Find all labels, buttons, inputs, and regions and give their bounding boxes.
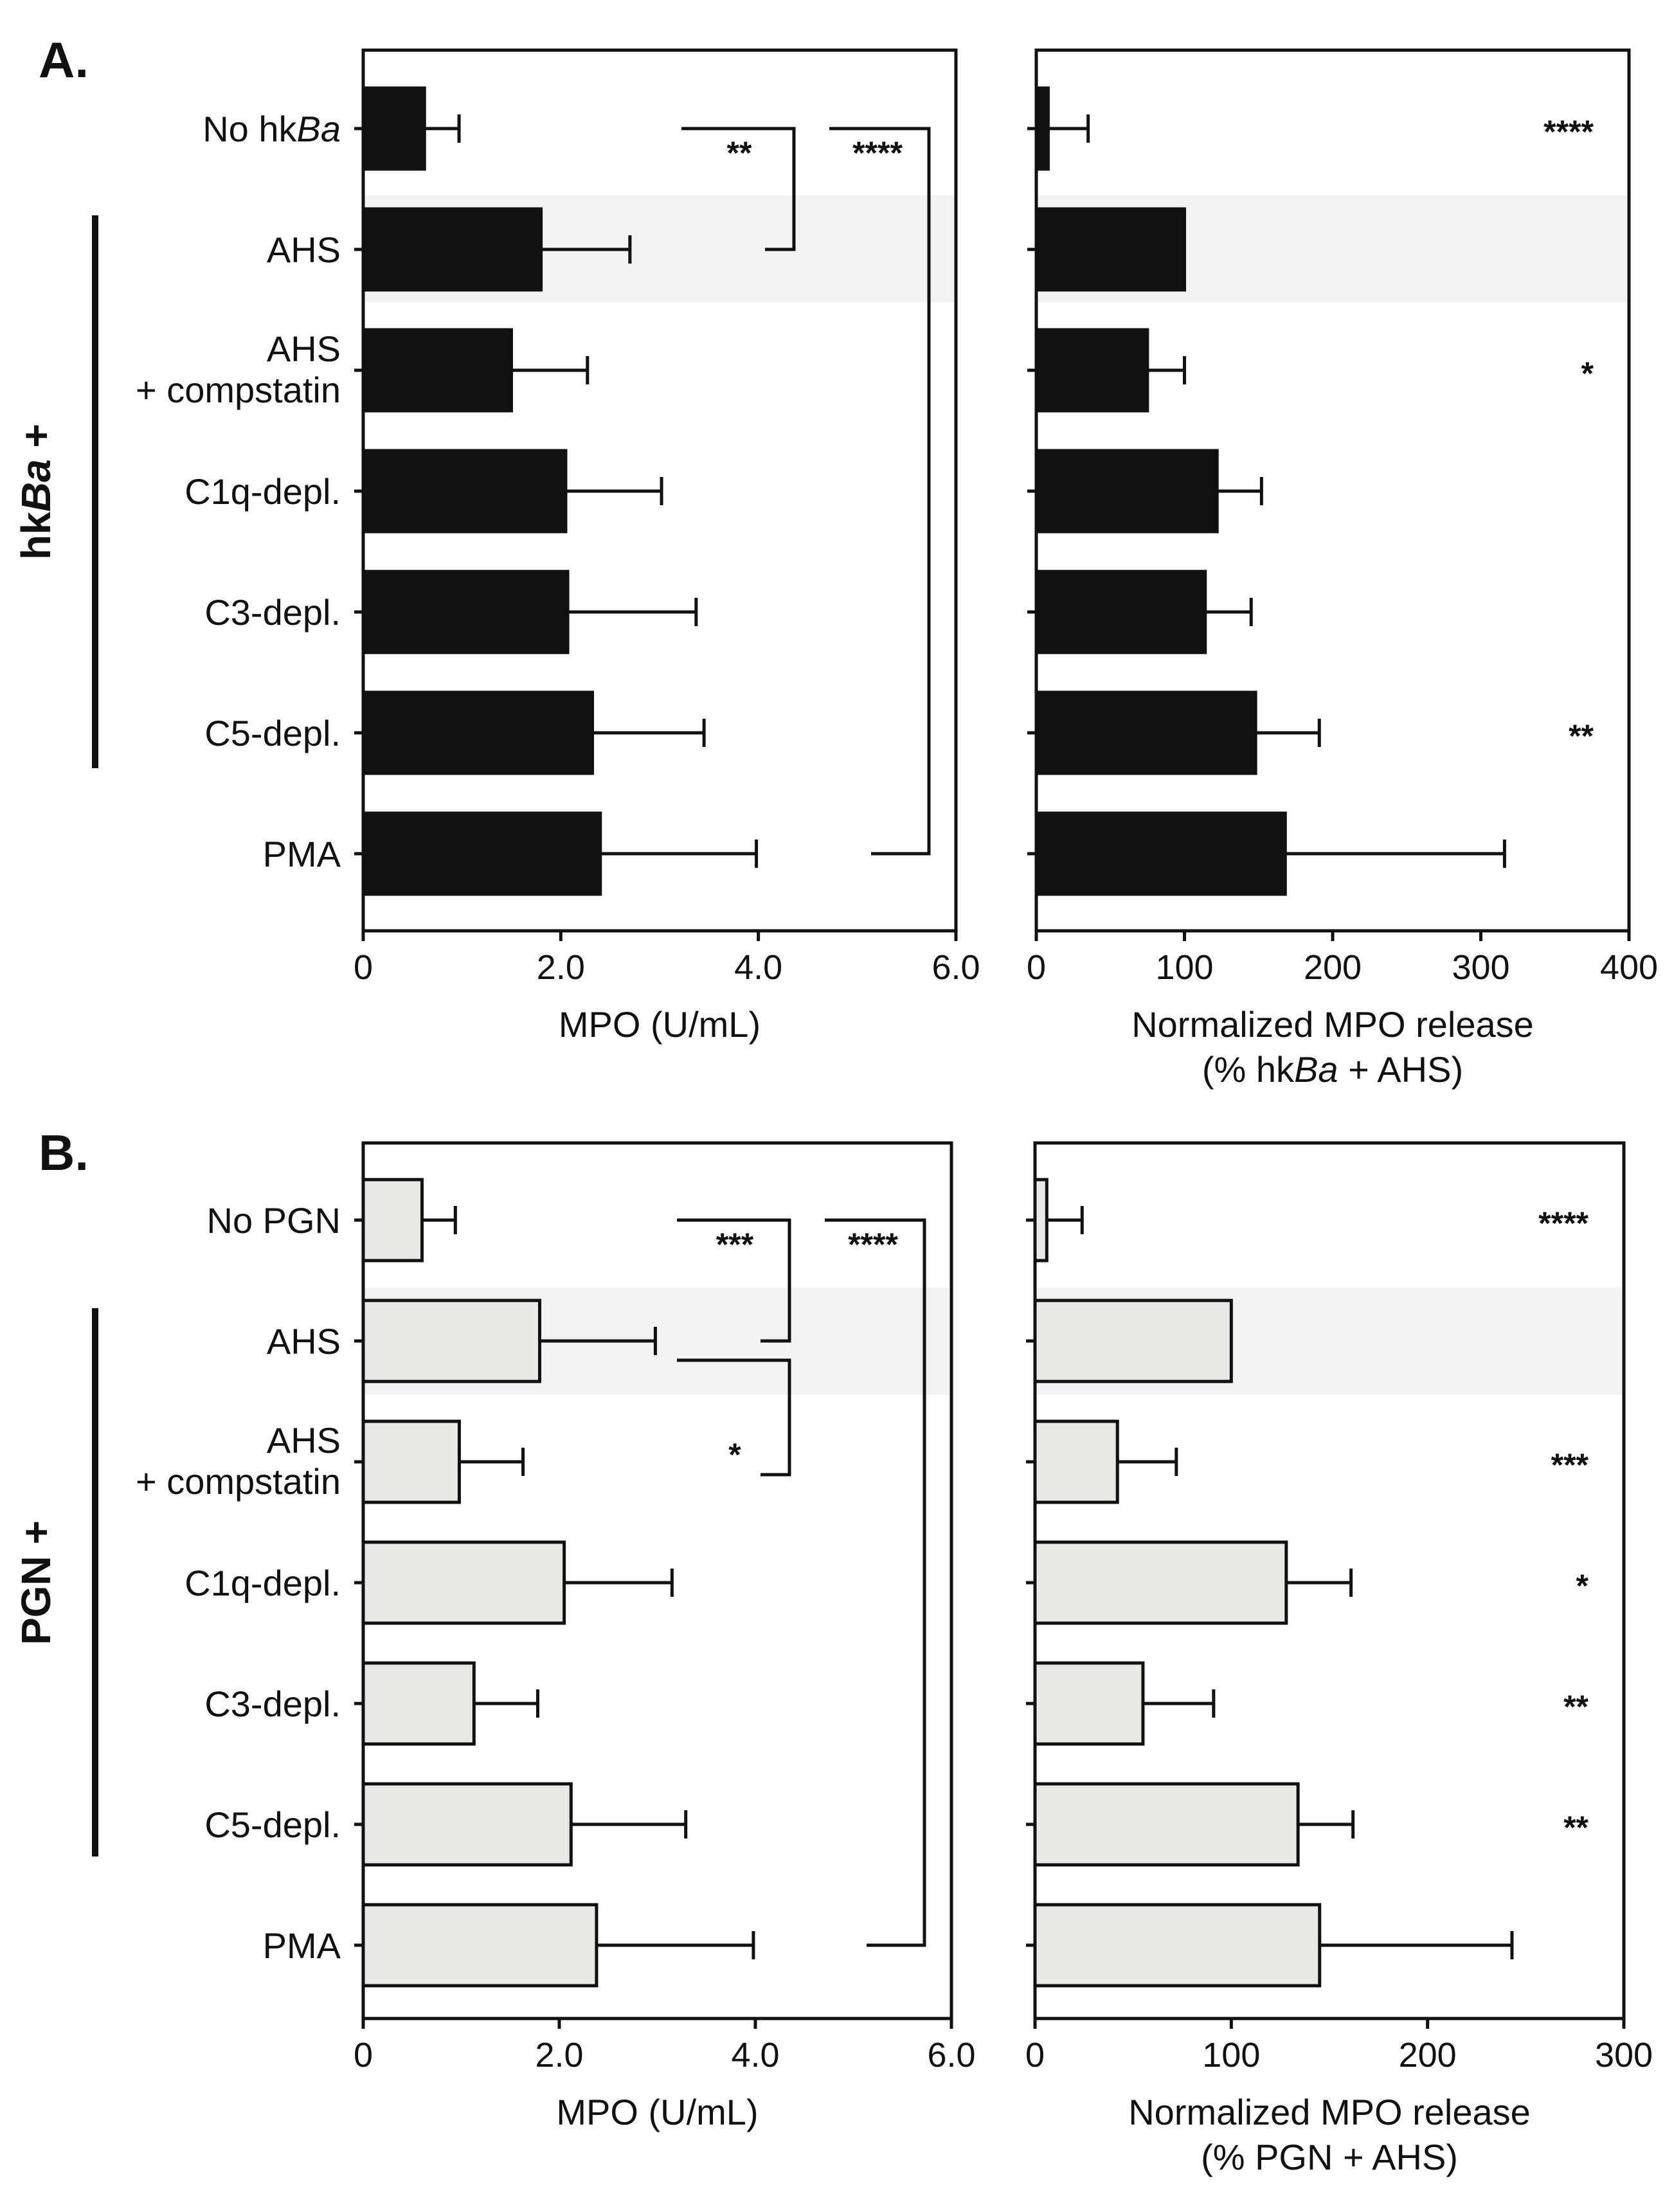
x-tick-label: 100 bbox=[1155, 948, 1213, 987]
bar bbox=[361, 1540, 566, 1625]
category-label: C1q-depl. bbox=[184, 1563, 341, 1603]
bar bbox=[361, 1661, 476, 1746]
x-tick-label: 6.0 bbox=[927, 2036, 975, 2074]
bar bbox=[1033, 1178, 1048, 1263]
bar bbox=[361, 1903, 598, 1988]
significance-label: **** bbox=[1544, 114, 1594, 150]
significance-bracket bbox=[829, 127, 931, 856]
x-tick-label: 0 bbox=[354, 2036, 373, 2074]
bar bbox=[1034, 328, 1149, 413]
x-tick-label: 200 bbox=[1399, 2036, 1457, 2074]
bar bbox=[1034, 86, 1050, 171]
significance-label: * bbox=[1576, 1568, 1589, 1604]
bar bbox=[361, 207, 543, 292]
x-tick-label: 0 bbox=[1027, 948, 1046, 987]
significance-bracket bbox=[825, 1218, 926, 1947]
bar bbox=[361, 1782, 573, 1867]
x-tick-label: 0 bbox=[354, 948, 373, 987]
significance-label: **** bbox=[1538, 1205, 1589, 1241]
panel-letter: A. bbox=[39, 31, 89, 88]
bar bbox=[1033, 1903, 1322, 1988]
category-label: C3-depl. bbox=[204, 1684, 341, 1724]
category-label: C1q-depl. bbox=[184, 471, 341, 512]
bar bbox=[361, 449, 568, 534]
bracket-label: **** bbox=[852, 135, 903, 171]
bar bbox=[361, 811, 602, 896]
bar bbox=[1034, 811, 1287, 896]
significance-bracket bbox=[681, 127, 796, 251]
significance-label: ** bbox=[1569, 718, 1594, 754]
category-label: AHS bbox=[267, 1420, 341, 1461]
panel-letter: B. bbox=[39, 1124, 89, 1181]
bar bbox=[361, 328, 513, 413]
bar bbox=[361, 86, 426, 171]
category-label: No hkBa bbox=[203, 109, 341, 149]
bar bbox=[361, 570, 570, 654]
x-axis-label: Normalized MPO release bbox=[1131, 1004, 1534, 1045]
category-label: PMA bbox=[263, 834, 341, 874]
x-axis-label: MPO (U/mL) bbox=[556, 2092, 758, 2132]
panel-A: A. hkBa + 0 2.0 4.0 6.0 MPO (U/mL) No hkBa AHS AH… bbox=[13, 31, 1658, 1090]
x-tick-label: 200 bbox=[1304, 948, 1362, 987]
bracket-label: ** bbox=[727, 135, 752, 171]
x-tick-label: 6.0 bbox=[932, 948, 980, 987]
significance-bracket bbox=[677, 1358, 791, 1477]
bar bbox=[1033, 1661, 1145, 1746]
significance-bracket bbox=[677, 1218, 791, 1343]
category-label: + compstatin bbox=[136, 370, 341, 410]
x-axis-label: Normalized MPO release bbox=[1128, 2092, 1531, 2132]
bar bbox=[361, 1178, 424, 1263]
bar bbox=[361, 1419, 461, 1504]
category-label: + compstatin bbox=[136, 1461, 341, 1502]
bracket-label: *** bbox=[716, 1227, 754, 1263]
bar bbox=[1033, 1419, 1119, 1504]
x-tick-label: 4.0 bbox=[731, 2036, 779, 2074]
group-label: hkBa + bbox=[13, 424, 59, 560]
x-tick-label: 2.0 bbox=[535, 2036, 583, 2074]
bar bbox=[1034, 449, 1219, 534]
bar bbox=[1034, 570, 1207, 654]
x-axis-label: MPO (U/mL) bbox=[559, 1004, 760, 1045]
significance-label: ** bbox=[1563, 1689, 1589, 1725]
category-label: No PGN bbox=[207, 1200, 341, 1241]
bar bbox=[361, 1299, 541, 1383]
significance-label: ** bbox=[1563, 1810, 1589, 1846]
bracket-label: * bbox=[728, 1437, 741, 1473]
significance-label: *** bbox=[1551, 1447, 1589, 1483]
category-label: C5-depl. bbox=[204, 1804, 341, 1845]
category-label: C5-depl. bbox=[204, 713, 341, 753]
category-label: AHS bbox=[267, 1321, 341, 1362]
category-label: AHS bbox=[267, 328, 341, 369]
bar bbox=[1033, 1782, 1300, 1867]
x-tick-label: 0 bbox=[1025, 2036, 1045, 2074]
bar bbox=[1034, 690, 1257, 775]
x-axis-label: (% PGN + AHS) bbox=[1201, 2137, 1458, 2177]
bar bbox=[1033, 1540, 1288, 1625]
significance-label: * bbox=[1581, 355, 1594, 391]
x-axis-label: (% hkBa + AHS) bbox=[1202, 1049, 1463, 1090]
x-tick-label: 100 bbox=[1202, 2036, 1260, 2074]
bracket-label: **** bbox=[848, 1227, 898, 1263]
category-label: C3-depl. bbox=[204, 592, 341, 633]
category-label: AHS bbox=[267, 229, 341, 270]
bar bbox=[361, 690, 595, 775]
bar bbox=[1034, 207, 1186, 292]
x-tick-label: 400 bbox=[1600, 948, 1658, 987]
x-tick-label: 4.0 bbox=[734, 948, 782, 987]
category-label: PMA bbox=[263, 1925, 341, 1966]
x-tick-label: 2.0 bbox=[537, 948, 585, 987]
bar bbox=[1033, 1299, 1233, 1383]
group-label: PGN + bbox=[13, 1520, 59, 1645]
x-tick-label: 300 bbox=[1452, 948, 1509, 987]
x-tick-label: 300 bbox=[1595, 2036, 1653, 2074]
